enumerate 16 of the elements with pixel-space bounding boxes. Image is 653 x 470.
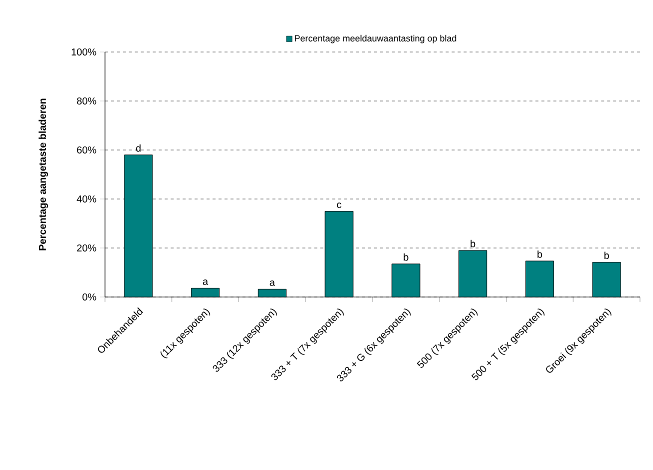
annotation: d [136, 144, 141, 152]
annotation: c [336, 202, 342, 208]
y-tick-label: 60% [77, 146, 96, 154]
y-tick-label: 80% [77, 97, 96, 105]
annotation: b [404, 253, 408, 261]
y-tick-label: 0% [82, 293, 96, 301]
y-tick-label: 100% [72, 48, 96, 56]
legend-label: Percentage meeldauwaantasting op blad [294, 34, 456, 44]
y-tick-label: 20% [77, 244, 96, 252]
annotation: b [538, 250, 542, 258]
annotation: a [202, 280, 208, 285]
annotation: b [470, 240, 476, 248]
y-tick-label: 40% [76, 195, 96, 203]
annotation: b [604, 252, 609, 260]
y-axis-title: Percentage aangetaste bladeren [38, 98, 48, 250]
annotation: a [270, 280, 275, 286]
